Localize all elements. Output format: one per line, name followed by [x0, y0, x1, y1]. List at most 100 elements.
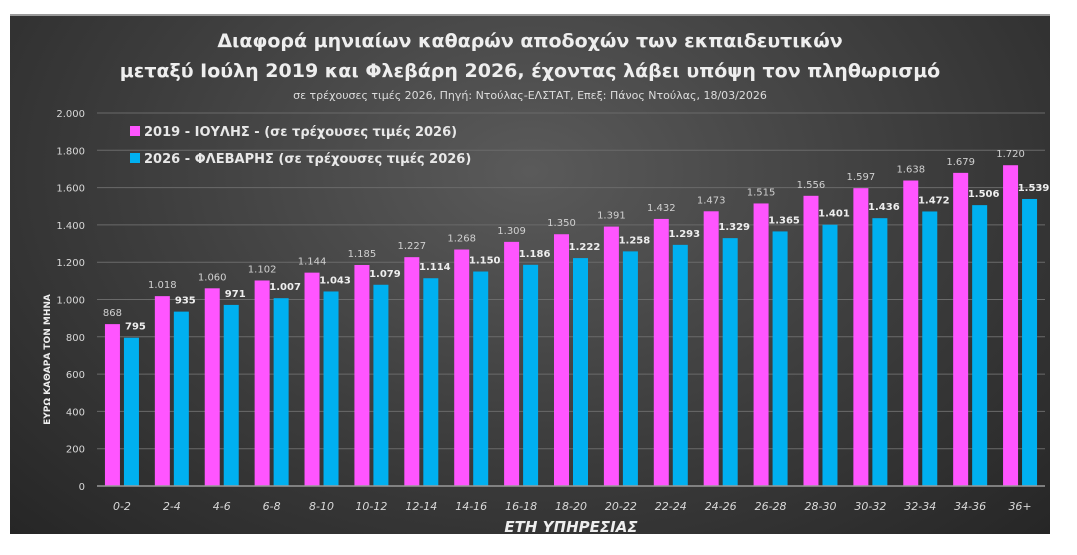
- data-label-2019: 1.391: [597, 211, 626, 222]
- y-tick-label: 1.000: [56, 296, 85, 307]
- bar-2026: [722, 238, 738, 486]
- chart-subtitle: σε τρέχουσες τιμές 2026, Πηγή: Ντούλας-Ε…: [293, 89, 767, 102]
- data-label-2026: 795: [125, 322, 146, 333]
- x-tick-label: 30-32: [854, 500, 886, 513]
- data-label-2026: 1.043: [319, 275, 351, 286]
- data-label-2019: 1.144: [298, 257, 327, 268]
- x-tick-label: 34-36: [954, 500, 986, 513]
- x-tick-label: 26-28: [755, 500, 787, 513]
- bar-2026: [323, 291, 339, 486]
- y-tick-label: 0: [79, 482, 85, 493]
- data-label-2026: 971: [225, 289, 246, 300]
- data-label-2026: 1.186: [519, 249, 551, 260]
- bar-2026: [223, 304, 239, 486]
- data-label-2026: 1.365: [768, 215, 800, 226]
- x-axis-title: ΕΤΗ ΥΠΗΡΕΣΙΑΣ: [504, 518, 638, 536]
- bar-2026: [373, 284, 389, 486]
- data-label-2026: 1.079: [369, 269, 401, 280]
- legend-label: 2026 - ΦΛΕΒΑΡΗΣ (σε τρέχουσες τιμές 2026…: [144, 152, 471, 167]
- bar-2019: [753, 203, 769, 486]
- x-tick-label: 2-4: [163, 500, 181, 513]
- y-tick-label: 400: [66, 407, 85, 418]
- data-label-2026: 1.401: [818, 209, 850, 220]
- bar-2026: [473, 271, 489, 486]
- data-label-2019: 1.185: [348, 249, 377, 260]
- bar-2019: [653, 218, 669, 486]
- data-label-2026: 1.258: [619, 235, 651, 246]
- data-label-2019: 1.432: [647, 203, 676, 214]
- y-axis-title: ΕΥΡΩ ΚΑΘΑΡΑ ΤΟΝ ΜΗΝΑ: [43, 294, 53, 425]
- chart-title-line2: μεταξύ Ιούλη 2019 και Φλεβάρη 2026, έχον…: [119, 60, 941, 82]
- bar-2019: [953, 172, 969, 486]
- bar-2019: [204, 288, 220, 486]
- bar-2026: [423, 278, 439, 486]
- bar-2026: [622, 251, 638, 486]
- x-tick-label: 4-6: [213, 500, 231, 513]
- x-tick-label: 6-8: [263, 500, 281, 513]
- x-tick-label: 18-20: [555, 500, 587, 513]
- x-tick-label: 14-16: [455, 500, 487, 513]
- bar-2026: [273, 298, 289, 486]
- y-tick-label: 2.000: [56, 109, 85, 120]
- bar-2026: [872, 218, 888, 486]
- bar-2019: [404, 257, 420, 486]
- bar-2019: [603, 226, 619, 487]
- bar-2026: [672, 244, 688, 486]
- data-label-2026: 1.293: [668, 229, 700, 240]
- x-tick-label: 0-2: [113, 500, 131, 513]
- data-label-2026: 1.222: [569, 242, 601, 253]
- data-label-2019: 1.350: [547, 218, 576, 229]
- bar-2019: [504, 241, 520, 486]
- y-tick-label: 1.200: [56, 258, 85, 269]
- x-tick-label: 20-22: [605, 500, 637, 513]
- y-tick-label: 200: [66, 445, 85, 456]
- x-tick-label: 22-24: [655, 500, 687, 513]
- data-label-2026: 1.114: [419, 262, 451, 273]
- data-label-2019: 1.679: [946, 157, 975, 168]
- y-tick-label: 800: [66, 333, 85, 344]
- x-tick-label: 36+: [1008, 500, 1031, 513]
- bar-2026: [922, 211, 938, 487]
- bar-2026: [822, 224, 838, 486]
- bar-2026: [1022, 198, 1038, 486]
- bar-2019: [104, 324, 120, 486]
- x-tick-label: 12-14: [405, 500, 437, 513]
- data-label-2019: 1.268: [447, 234, 476, 245]
- data-label-2019: 1.720: [996, 149, 1025, 160]
- x-tick-label: 8-10: [309, 500, 334, 513]
- data-label-2026: 1.539: [1018, 183, 1050, 194]
- x-tick-label: 32-34: [904, 500, 936, 513]
- y-tick-label: 1.800: [56, 146, 85, 157]
- bar-2019: [803, 195, 819, 486]
- bar-2026: [972, 205, 988, 487]
- data-label-2026: 1.472: [918, 195, 950, 206]
- data-label-2019: 868: [103, 308, 122, 319]
- x-tick-label: 28-30: [804, 500, 836, 513]
- data-label-2026: 935: [175, 296, 196, 307]
- data-label-2026: 1.150: [469, 256, 501, 267]
- data-label-2026: 1.506: [968, 189, 1000, 200]
- bar-2019: [154, 296, 170, 486]
- bar-2019: [853, 188, 869, 487]
- y-tick-label: 1.400: [56, 221, 85, 232]
- bar-2019: [703, 211, 719, 486]
- bar-2019: [354, 264, 370, 486]
- data-label-2019: 1.227: [397, 241, 426, 252]
- bar-2026: [772, 231, 788, 486]
- chart-title: Διαφορά μηνιαίων καθαρών αποδοχών των εκ…: [217, 30, 843, 52]
- bar-2026: [173, 311, 189, 486]
- x-tick-label: 16-18: [505, 500, 537, 513]
- data-label-2019: 1.018: [148, 280, 177, 291]
- legend-label: 2019 - ΙΟΥΛΗΣ - (σε τρέχουσες τιμές 2026…: [144, 125, 457, 140]
- data-label-2019: 1.556: [797, 180, 826, 191]
- data-label-2026: 1.436: [868, 202, 900, 213]
- data-label-2019: 1.638: [896, 165, 925, 176]
- bar-2019: [903, 180, 919, 486]
- data-label-2019: 1.515: [747, 187, 776, 198]
- data-label-2019: 1.309: [497, 226, 526, 237]
- bar-2019: [254, 280, 270, 486]
- data-label-2019: 1.597: [847, 172, 876, 183]
- y-tick-label: 1.600: [56, 184, 85, 195]
- bar-2026: [573, 258, 588, 486]
